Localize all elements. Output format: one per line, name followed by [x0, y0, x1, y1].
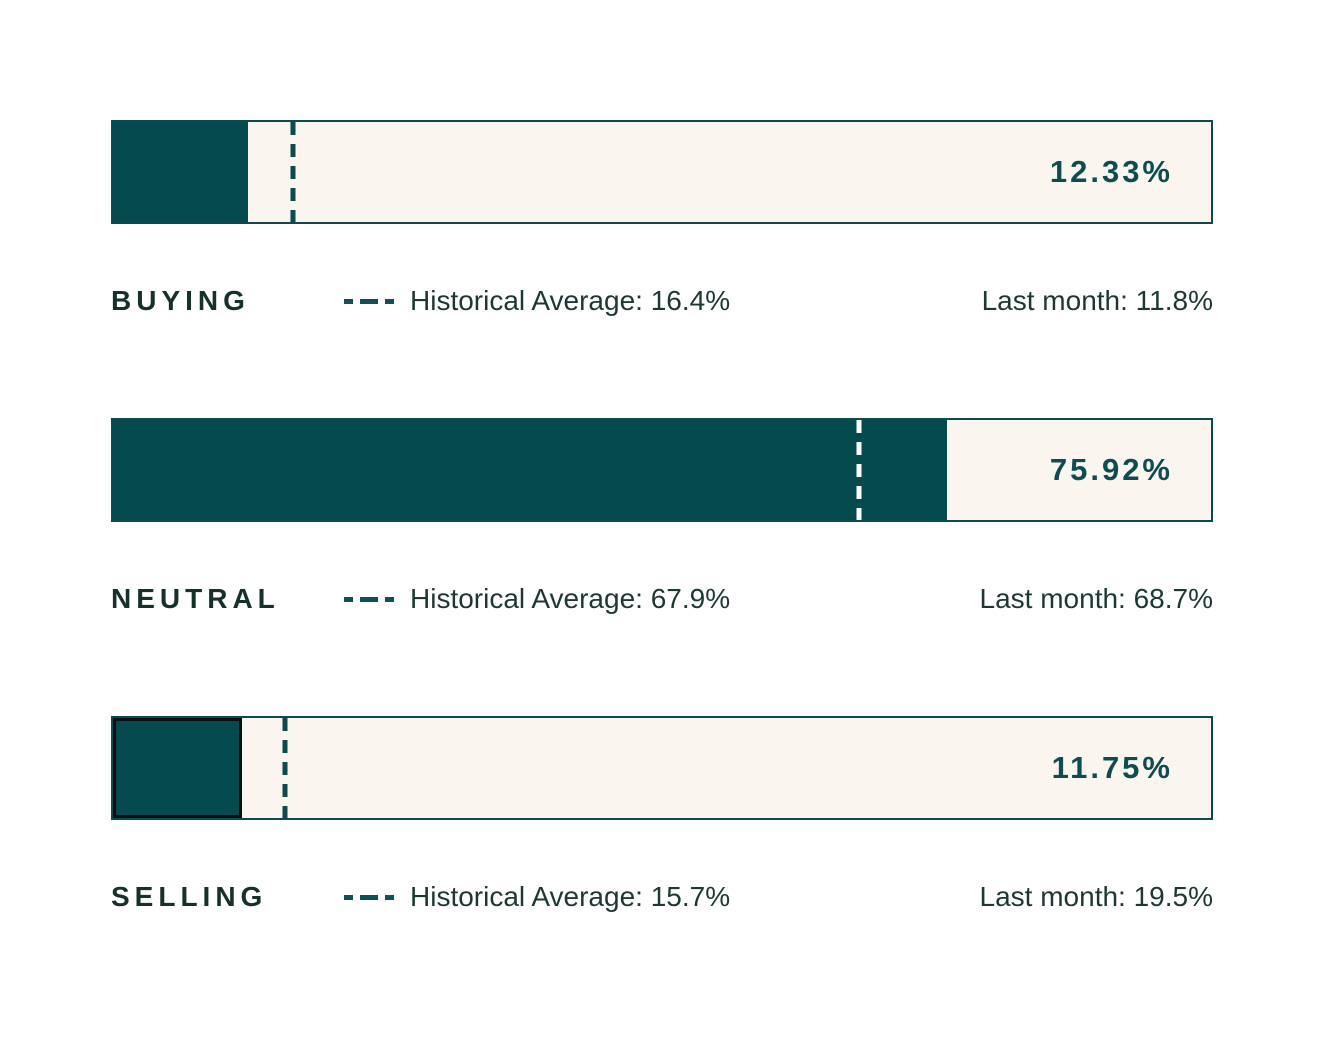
category-label: SELLING [111, 881, 268, 912]
dashed-line-icon [344, 298, 394, 304]
historical-average-text: Historical Average: 16.4% [410, 285, 731, 316]
last-month-text: Last month: 11.8% [981, 285, 1213, 316]
historical-average-marker [856, 420, 862, 520]
historical-average-text: Historical Average: 67.9% [410, 583, 731, 614]
bar-fill[interactable] [113, 718, 242, 818]
bar-value: 75.92% [1049, 452, 1173, 487]
label-row: SELLING Historical Average: 15.7% Last m… [111, 878, 1213, 916]
buying-bar[interactable]: 12.33% [111, 120, 1213, 224]
bar-fill[interactable] [113, 420, 947, 520]
bar-value: 11.75% [1051, 750, 1173, 785]
last-month-text: Last month: 68.7% [979, 583, 1213, 614]
historical-average-marker [282, 718, 288, 818]
neutral-bar[interactable]: 75.92% [111, 418, 1213, 522]
category-label: BUYING [111, 285, 250, 316]
category-label: NEUTRAL [111, 583, 280, 614]
label-row: BUYING Historical Average: 16.4% Last mo… [111, 282, 1213, 320]
indicator-row-selling: 11.75% SELLING Historical Average: 15.7%… [111, 716, 1213, 916]
bar-value: 12.33% [1049, 154, 1173, 189]
dashed-line-icon [344, 894, 394, 900]
last-month-text: Last month: 19.5% [979, 881, 1213, 912]
dashed-line-icon [344, 596, 394, 602]
label-row: NEUTRAL Historical Average: 67.9% Last m… [111, 580, 1213, 618]
historical-average-marker [290, 122, 296, 222]
indicator-row-buying: 12.33% BUYING Historical Average: 16.4% … [111, 120, 1213, 320]
indicator-row-neutral: 75.92% NEUTRAL Historical Average: 67.9%… [111, 418, 1213, 618]
bar-fill[interactable] [113, 122, 249, 222]
selling-bar[interactable]: 11.75% [111, 716, 1213, 820]
historical-average-text: Historical Average: 15.7% [410, 881, 731, 912]
